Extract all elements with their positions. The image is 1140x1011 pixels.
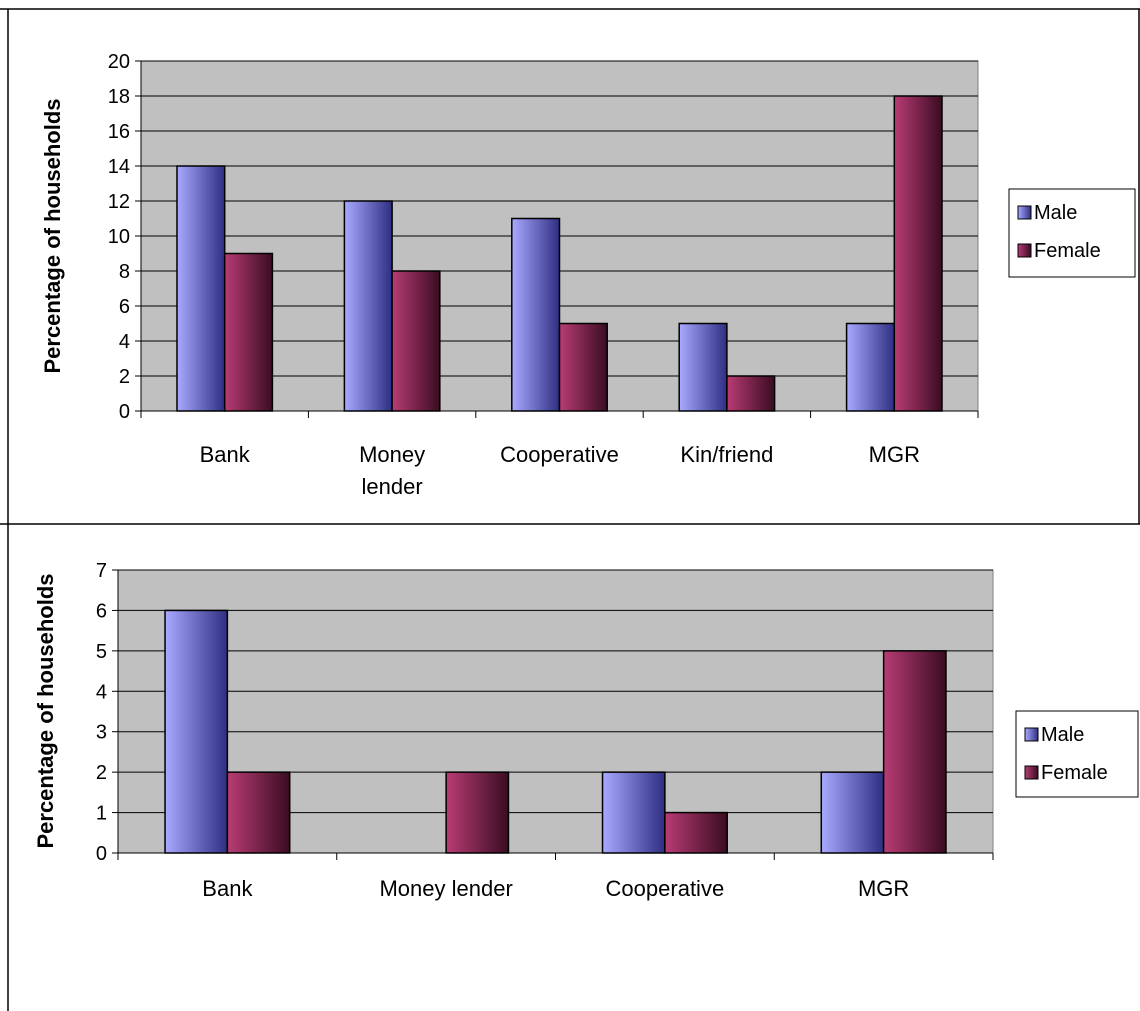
legend-swatch-male [1024,727,1039,742]
legend-box [1015,710,1139,798]
bar-female-cooperative [558,322,608,412]
y-tick-label: 14 [108,156,130,178]
y-tick-label: 16 [108,121,130,143]
bar-female-kin-friend [726,375,776,412]
bar-female-money-lender [445,771,510,854]
y-tick-label: 2 [96,762,107,784]
y-tick-label: 0 [119,401,130,423]
y-tick-label: 10 [108,226,130,248]
y-tick-label: 6 [119,296,130,318]
bar-female-mgr [882,650,947,854]
x-tick-label: Cooperative [500,442,619,467]
legend: Male Female [1015,710,1139,798]
chart-2: 0 1 2 3 4 5 6 7 Bank Money lender Cooperative MGR Pe… [33,560,1139,901]
y-tick-label: 3 [96,722,107,744]
legend-swatch-female [1017,243,1032,258]
bar-male-bank [164,609,229,854]
bar-male-mgr [820,771,885,854]
y-tick-label: 6 [96,600,107,622]
x-tick-label: MGR [858,876,909,901]
x-tick-label: MGR [869,442,920,467]
y-tick-label: 4 [119,331,130,353]
legend-swatch-female [1024,765,1039,780]
bar-female-money-lender [391,270,441,412]
y-tick-label: 2 [119,366,130,388]
y-tick-label: 1 [96,803,107,825]
y-tick-label: 8 [119,261,130,283]
y-axis-title: Percentage of households [33,573,58,848]
x-tick-label: Money [359,442,425,467]
bar-male-cooperative [601,771,666,854]
bar-female-mgr [893,95,943,412]
bar-male-bank [176,165,226,412]
y-axis-title: Percentage of households [40,98,65,373]
legend-label-female: Female [1034,240,1101,262]
legend: Male Female [1008,188,1136,278]
x-tick-label: Cooperative [606,876,725,901]
y-tick-label: 12 [108,191,130,213]
y-tick-label: 4 [96,681,107,703]
bar-male-money-lender [343,200,393,412]
bar-female-cooperative [664,811,728,854]
bar-male-kin-friend [678,322,728,412]
y-tick-label: 20 [108,51,130,73]
y-tick-label: 7 [96,560,107,582]
bar-male-mgr [845,322,896,412]
legend-box [1008,188,1136,278]
legend-label-male: Male [1034,202,1077,224]
chart-1: 0 2 4 6 8 10 12 14 16 18 20 Bank Money lender Cooperat… [40,51,1136,499]
y-tick-label: 5 [96,641,107,663]
y-tick-label: 0 [96,843,107,865]
x-tick-label: Bank [200,442,251,467]
legend-label-female: Female [1041,762,1108,784]
x-tick-label: Kin/friend [680,442,773,467]
legend-label-male: Male [1041,724,1084,746]
legend-swatch-male [1017,205,1032,220]
bar-male-cooperative [511,217,561,412]
bar-female-bank [226,771,291,854]
x-tick-label: Bank [202,876,253,901]
x-tick-label: Money lender [379,876,512,901]
bar-female-bank [223,252,274,412]
y-tick-label: 18 [108,86,130,108]
x-tick-label: lender [362,474,423,499]
